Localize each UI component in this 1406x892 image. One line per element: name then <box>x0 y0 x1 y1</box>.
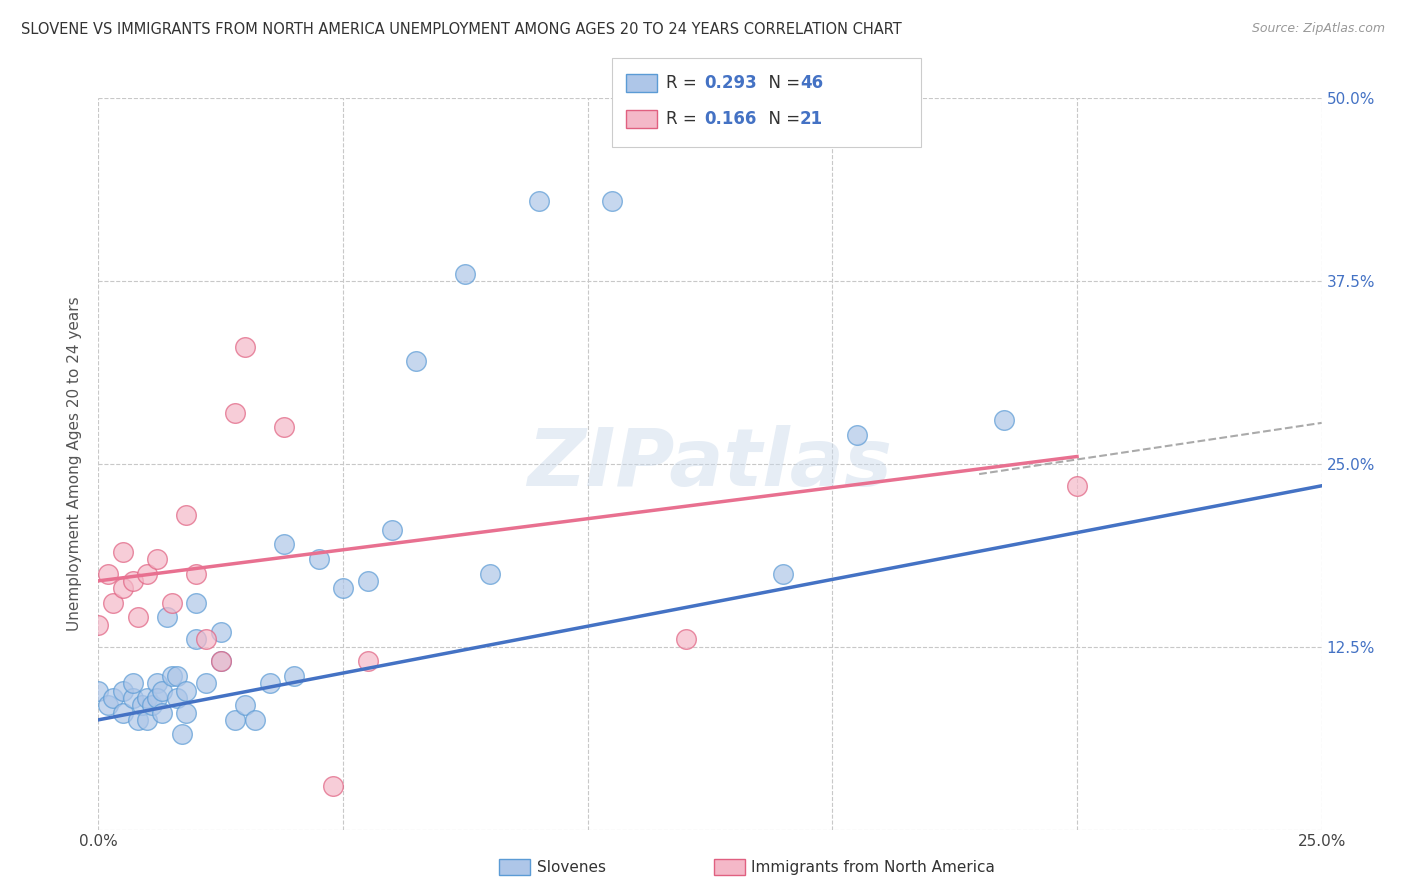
Point <box>131 698 153 713</box>
Point <box>87 683 110 698</box>
Point <box>111 706 134 720</box>
Point <box>111 581 134 595</box>
Point <box>101 690 124 705</box>
Point <box>141 698 163 713</box>
Point <box>111 544 134 558</box>
Point <box>195 676 218 690</box>
Point <box>322 779 344 793</box>
Point <box>176 508 198 522</box>
Point <box>176 706 198 720</box>
Point <box>454 267 477 281</box>
Point <box>160 596 183 610</box>
Point <box>87 617 110 632</box>
Point <box>97 566 120 581</box>
Text: ZIPatlas: ZIPatlas <box>527 425 893 503</box>
Point <box>166 690 188 705</box>
Point <box>166 669 188 683</box>
Text: R =: R = <box>666 110 703 128</box>
Point <box>186 596 208 610</box>
Text: Source: ZipAtlas.com: Source: ZipAtlas.com <box>1251 22 1385 36</box>
Point <box>224 406 246 420</box>
Point <box>772 566 794 581</box>
Text: 0.293: 0.293 <box>704 74 758 92</box>
Point <box>146 676 169 690</box>
Point <box>675 632 697 647</box>
Text: 0.166: 0.166 <box>704 110 756 128</box>
Point <box>356 574 378 588</box>
Point <box>146 552 169 566</box>
Point <box>845 427 868 442</box>
Text: 21: 21 <box>800 110 823 128</box>
Point <box>101 596 124 610</box>
Point <box>121 574 143 588</box>
Point <box>176 683 198 698</box>
Point <box>209 654 232 668</box>
Point <box>1066 479 1088 493</box>
Point <box>170 727 193 741</box>
Point <box>273 537 295 551</box>
Point <box>127 713 149 727</box>
Point <box>111 683 134 698</box>
Point <box>332 581 354 595</box>
Y-axis label: Unemployment Among Ages 20 to 24 years: Unemployment Among Ages 20 to 24 years <box>67 296 83 632</box>
Point <box>160 669 183 683</box>
Point <box>356 654 378 668</box>
Point <box>136 713 159 727</box>
Point <box>146 690 169 705</box>
Text: N =: N = <box>758 74 806 92</box>
Point <box>97 698 120 713</box>
Point <box>259 676 281 690</box>
Text: N =: N = <box>758 110 806 128</box>
Text: SLOVENE VS IMMIGRANTS FROM NORTH AMERICA UNEMPLOYMENT AMONG AGES 20 TO 24 YEARS : SLOVENE VS IMMIGRANTS FROM NORTH AMERICA… <box>21 22 901 37</box>
Point <box>127 610 149 624</box>
Point <box>186 632 208 647</box>
Text: Slovenes: Slovenes <box>537 860 606 874</box>
Point <box>308 552 330 566</box>
Point <box>381 523 404 537</box>
Point <box>600 194 623 208</box>
Point <box>243 713 266 727</box>
Point <box>405 354 427 368</box>
Point <box>478 566 501 581</box>
Point <box>121 676 143 690</box>
Point <box>233 340 256 354</box>
Point <box>195 632 218 647</box>
Point <box>273 420 295 434</box>
Point <box>527 194 550 208</box>
Point <box>233 698 256 713</box>
Point <box>186 566 208 581</box>
Point <box>209 625 232 640</box>
Point <box>136 566 159 581</box>
Point <box>150 706 173 720</box>
Point <box>993 413 1015 427</box>
Point <box>150 683 173 698</box>
Point <box>283 669 305 683</box>
Point <box>209 654 232 668</box>
Point <box>156 610 179 624</box>
Point <box>136 690 159 705</box>
Point <box>224 713 246 727</box>
Text: Immigrants from North America: Immigrants from North America <box>751 860 994 874</box>
Text: 46: 46 <box>800 74 823 92</box>
Text: R =: R = <box>666 74 703 92</box>
Point <box>121 690 143 705</box>
